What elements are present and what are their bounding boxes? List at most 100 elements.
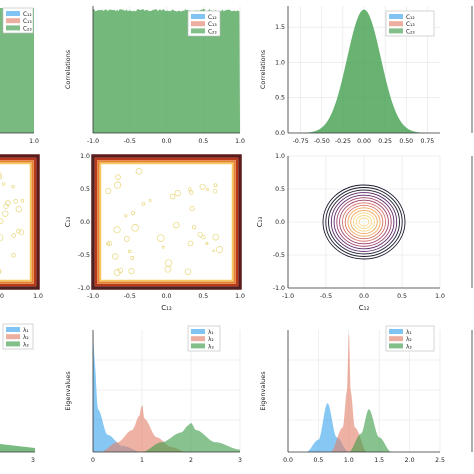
contour-blob	[189, 206, 195, 212]
contour-blob	[187, 240, 194, 247]
legend-swatch	[191, 28, 205, 34]
legend-swatch	[191, 336, 205, 342]
contour-ring	[333, 194, 395, 250]
x-tick-label: 0.75	[420, 138, 434, 145]
legend-label: C₂₃	[406, 29, 415, 35]
x-tick-label: 1	[140, 457, 144, 464]
contour-blob	[117, 267, 124, 274]
panel-row2-col1: 0 1.0	[0, 154, 43, 300]
histogram-area	[93, 9, 240, 133]
contour-blob	[112, 253, 119, 260]
series-lambda3-area	[0, 444, 35, 452]
contour-blob	[11, 233, 17, 238]
density-border	[0, 154, 40, 290]
x-tick-label: 2.0	[405, 457, 415, 464]
panel-row2-col2: -1.0 -0.5 0.0 0.5 1.0 -1.0 -0.5 0.0 0.5 1.0 C₁₂ C₁₃	[64, 153, 245, 312]
x-tick-label: 3	[238, 457, 242, 464]
contour-blob	[0, 172, 2, 177]
y-tick-label: -0.5	[273, 252, 285, 259]
density-border	[94, 157, 239, 287]
y-axis-label: Correlations	[64, 49, 72, 89]
x-tick-label: 0	[91, 457, 95, 464]
contour-blob	[213, 183, 218, 188]
contour-ring	[322, 184, 406, 260]
density-border	[0, 162, 32, 282]
x-tick-label: 1.0	[235, 138, 245, 145]
x-tick-label: -0.75	[293, 138, 309, 145]
contour-blob	[15, 206, 22, 213]
x-tick-label: 2	[189, 457, 193, 464]
contour-blob	[128, 268, 135, 275]
contour-blob	[4, 200, 11, 206]
legend-label: λ₃	[23, 342, 29, 348]
contour-blob	[3, 203, 9, 209]
x-tick-label: -0.25	[335, 138, 351, 145]
contour-blob	[15, 228, 21, 234]
x-tick-label: 1.5	[374, 457, 384, 464]
x-tick-label: 0.5	[198, 293, 208, 300]
x-tick-label: 2.5	[435, 457, 445, 464]
legend-swatch	[6, 11, 20, 16]
legend-label: λ₁	[23, 328, 29, 334]
plot-area	[0, 330, 35, 452]
y-axis-label: Correlations	[259, 49, 267, 89]
legend-swatch	[389, 343, 403, 349]
legend-label: λ₁	[406, 330, 412, 336]
x-tick-label: 1.0	[29, 138, 39, 145]
y-axis-label: C₁₃	[64, 217, 72, 228]
x-tick-label: 0.50	[399, 138, 413, 145]
x-tick-label: 0.0	[162, 138, 172, 145]
contour-blob	[216, 246, 224, 254]
series-1-area	[93, 330, 142, 452]
legend-label: C₁₃	[23, 19, 32, 25]
legend-swatch	[389, 14, 403, 19]
contour-ring	[325, 187, 403, 257]
y-tick-label: 1.5	[275, 24, 285, 31]
contour-blob	[212, 233, 219, 241]
contour-blob	[0, 233, 4, 242]
contour-blob	[212, 249, 216, 253]
legend-swatch	[191, 343, 205, 349]
legend-swatch	[191, 21, 205, 27]
contour-blob	[205, 242, 209, 245]
x-tick-label: -0.5	[124, 138, 136, 145]
series-c23-area	[292, 9, 436, 134]
y-tick-label: 0.5	[275, 95, 285, 102]
contour-blob	[11, 185, 15, 189]
legend-label: C₁₂	[208, 15, 217, 21]
contour-blob	[135, 167, 143, 175]
contour-blob	[212, 188, 218, 194]
y-axis-label: Eigenvalues	[64, 371, 72, 411]
legend-label: λ₃	[406, 344, 412, 350]
contour-blob	[131, 224, 139, 232]
y-tick-label: 1.0	[80, 153, 90, 160]
contour-blob	[173, 221, 180, 229]
legend-swatch	[389, 21, 403, 27]
panel-row2-col3: -1.0 -0.5 0.0 0.5 1.0 -1.0 -0.5 0.0 0.5 1.0 C₁₂ C₁₃	[256, 153, 445, 312]
contour-ring	[344, 204, 384, 240]
contour-ring	[328, 189, 400, 255]
x-tick-label: 0	[0, 293, 4, 300]
plot-area	[93, 156, 240, 288]
contour-blob	[105, 188, 112, 194]
contour-blob	[141, 201, 146, 206]
contour-ring	[355, 215, 373, 229]
y-tick-label: -0.5	[78, 252, 90, 259]
y-tick-label: 0.5	[275, 186, 285, 193]
contour-ring	[336, 197, 392, 247]
y-tick-label: 1.0	[275, 153, 285, 160]
contour-blob	[123, 236, 130, 242]
x-tick-label: 1.0	[33, 293, 43, 300]
contour-blob	[192, 225, 197, 230]
x-tick-label: 0.00	[357, 138, 371, 145]
legend-label: λ₂	[406, 337, 412, 343]
contour-blob	[131, 211, 135, 216]
legend-swatch	[6, 341, 20, 347]
y-tick-label: 0.0	[275, 219, 285, 226]
contour-ring	[341, 202, 387, 242]
legend-label: C₁₃	[208, 22, 217, 28]
x-tick-label: 0.5	[198, 138, 208, 145]
